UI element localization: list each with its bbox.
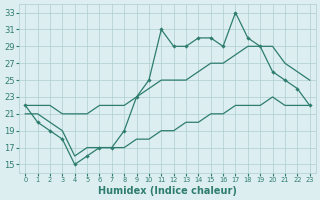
X-axis label: Humidex (Indice chaleur): Humidex (Indice chaleur)	[98, 186, 237, 196]
